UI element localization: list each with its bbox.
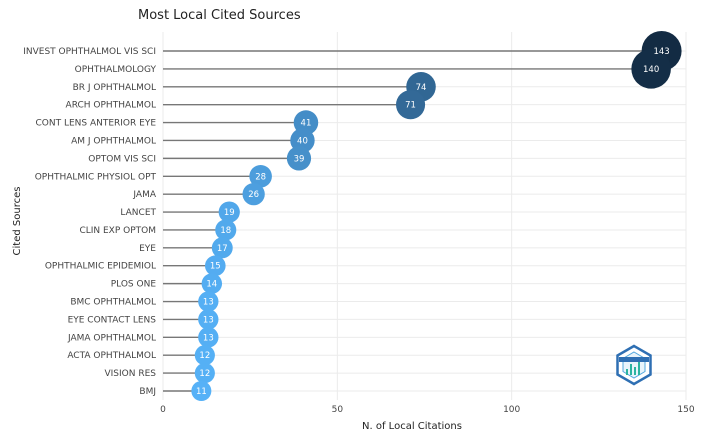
y-tick-label: JAMA <box>132 190 156 200</box>
y-tick-label: EYE CONTACT LENS <box>68 315 157 325</box>
y-tick-label: CONT LENS ANTERIOR EYE <box>35 119 156 129</box>
y-tick-label: LANCET <box>120 208 156 218</box>
lollipop-dot <box>631 49 671 89</box>
lollipop-dot <box>198 309 219 330</box>
value-label: 39 <box>294 154 305 164</box>
y-tick-label: BMJ <box>139 387 156 397</box>
y-tick-label: AM J OPHTHALMOL <box>71 136 156 146</box>
value-label: 15 <box>210 262 221 272</box>
value-label: 18 <box>220 226 231 236</box>
value-label: 143 <box>653 47 669 57</box>
y-tick-label: PLOS ONE <box>111 280 157 290</box>
y-tick-label: VISION RES <box>104 369 156 379</box>
y-tick-label: OPHTHALMIC EPIDEMIOL <box>45 262 156 272</box>
y-tick-label: INVEST OPHTHALMOL VIS SCI <box>23 47 156 57</box>
y-tick-label: OPTOM VIS SCI <box>88 154 156 164</box>
lollipop-dot <box>249 164 272 188</box>
value-label: 12 <box>199 351 210 361</box>
label-layer: 0 50 100 150 INVEST OPHTHALMOL VIS SCI 143 OPH… <box>23 47 695 415</box>
lollipop-dot <box>194 345 215 366</box>
y-tick-label: ACTA OPHTHALMOL <box>67 351 156 361</box>
y-tick-label: ARCH OPHTHALMOL <box>66 101 156 111</box>
value-label: 13 <box>203 298 214 308</box>
value-label: 140 <box>643 65 659 75</box>
lollipop-dot <box>396 90 426 120</box>
value-label: 13 <box>203 333 214 343</box>
lollipop-dot <box>286 146 312 171</box>
bibliometrix-logo-icon <box>616 344 652 386</box>
x-tick-label: 150 <box>677 405 694 415</box>
value-label: 13 <box>203 315 214 325</box>
lollipop-dot <box>242 183 265 206</box>
lollipop-dot <box>198 291 219 312</box>
y-tick-label: OPHTHALMIC PHYSIOL OPT <box>35 172 157 182</box>
y-tick-label: CLIN EXP OPTOM <box>79 226 156 236</box>
x-axis-title: N. of Local Citations <box>362 421 462 432</box>
dot-layer <box>191 31 682 401</box>
value-label: 71 <box>405 101 416 111</box>
value-label: 17 <box>217 244 228 254</box>
y-tick-label: BMC OPHTHALMOL <box>70 298 156 308</box>
lollipop-dot <box>215 219 237 241</box>
value-label: 12 <box>199 369 210 379</box>
y-tick-label: BR J OPHTHALMOL <box>73 83 156 93</box>
value-label: 19 <box>224 208 235 218</box>
y-axis-title: Cited Sources <box>12 187 23 256</box>
value-label: 74 <box>416 83 427 93</box>
lollipop-dot <box>218 201 240 223</box>
value-label: 40 <box>297 136 308 146</box>
y-tick-label: JAMA OPHTHALMOL <box>67 333 156 343</box>
lollipop-dot <box>194 363 215 384</box>
lollipop-dot <box>198 327 219 348</box>
x-tick-label: 100 <box>503 405 520 415</box>
value-label: 14 <box>206 280 217 290</box>
lollipop-dot <box>211 237 233 259</box>
value-label: 41 <box>301 119 312 129</box>
chart-title: Most Local Cited Sources <box>138 8 301 23</box>
value-label: 26 <box>248 190 259 200</box>
value-label: 28 <box>255 172 266 182</box>
lollipop-dot <box>191 381 212 401</box>
y-tick-label: OPHTHALMOLOGY <box>75 65 157 75</box>
y-tick-label: EYE <box>139 244 156 254</box>
x-tick-label: 0 <box>160 405 166 415</box>
lollipop-dot <box>204 255 226 277</box>
x-tick-label: 50 <box>332 405 344 415</box>
value-label: 11 <box>196 387 207 397</box>
lollipop-dot <box>201 273 223 294</box>
